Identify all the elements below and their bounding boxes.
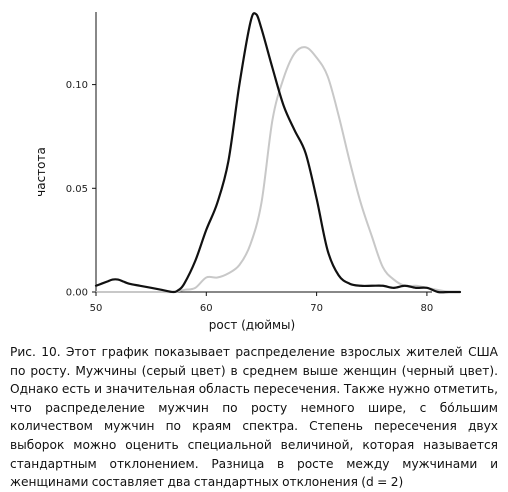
height-distribution-chart: 50 60 70 80 0.00 0.05 0.10 рост (дюймы) частот…: [34, 12, 462, 332]
chart-ticks: 50 60 70 80 0.00 0.05 0.10: [66, 80, 434, 314]
y-axis-title: частота: [34, 147, 48, 197]
x-tick-label: 60: [200, 303, 213, 314]
x-tick-label: 50: [90, 303, 103, 314]
series-line-gray: [95, 46, 450, 294]
y-tick-label: 0.10: [66, 80, 88, 91]
x-tick-label: 80: [421, 303, 434, 314]
chart-area: 50 60 70 80 0.00 0.05 0.10 рост (дюймы) частот…: [34, 12, 462, 332]
x-axis-title: рост (дюймы): [209, 318, 295, 332]
chart-series-layer: [94, 12, 462, 294]
y-tick-label: 0.00: [66, 288, 88, 299]
chart-axes: [95, 12, 432, 293]
x-tick-label: 70: [310, 303, 323, 314]
series-line-black: [94, 12, 462, 294]
figure-caption: Рис. 10. Этот график показывает распреде…: [10, 345, 498, 490]
y-tick-label: 0.05: [66, 184, 88, 195]
